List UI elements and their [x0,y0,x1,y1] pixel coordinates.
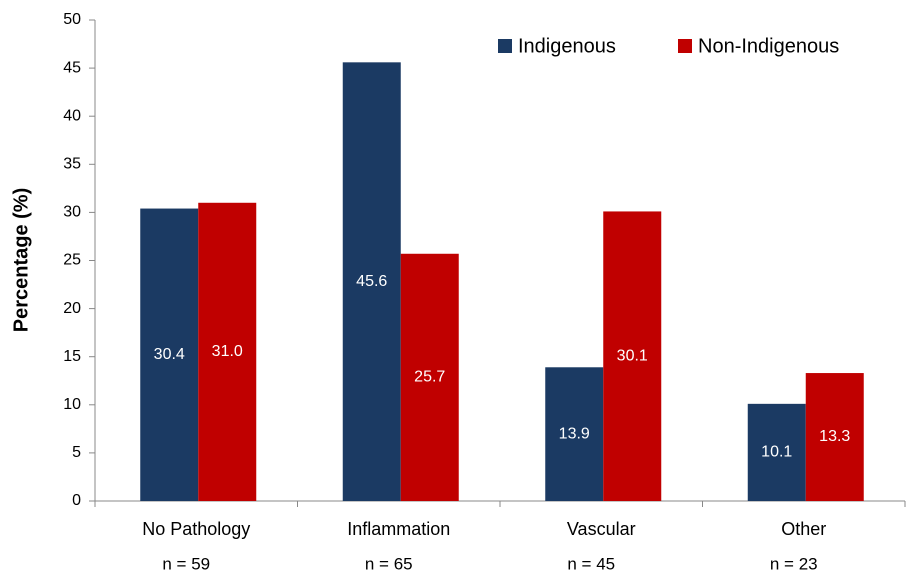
value-label: 13.9 [559,425,590,442]
y-tick-label: 50 [63,11,81,28]
bar [400,253,459,501]
value-label: 10.1 [761,444,792,461]
x-tick-label: Vascular [567,519,636,539]
legend-label: Indigenous [518,35,616,57]
value-label: 25.7 [414,369,445,386]
category-note: n = 45 [567,554,615,573]
x-tick-label: No Pathology [142,519,250,539]
value-label: 30.4 [154,346,185,363]
y-axis-label: Percentage (%) [10,188,32,333]
bar [545,367,604,501]
y-tick-label: 0 [72,492,81,509]
y-tick-label: 20 [63,300,81,317]
y-tick-label: 25 [63,252,81,269]
bar [805,373,864,501]
x-tick-label: Other [781,519,826,539]
y-tick-label: 30 [63,204,81,221]
legend-swatch [498,39,512,53]
category-note: n = 23 [770,554,818,573]
legend-label: Non-Indigenous [698,35,839,57]
y-tick-label: 35 [63,156,81,173]
bar [603,211,662,502]
y-tick-label: 45 [63,59,81,76]
bar [747,403,806,501]
y-tick-label: 40 [63,107,81,124]
y-tick-label: 5 [72,444,81,461]
category-note: n = 59 [162,554,210,573]
category-note: n = 65 [365,554,413,573]
bar [342,62,401,501]
bar [198,202,257,501]
y-tick-label: 10 [63,396,81,413]
value-label: 45.6 [356,273,387,290]
x-tick-label: Inflammation [347,519,450,539]
y-tick-label: 15 [63,348,81,365]
value-label: 31.0 [212,343,243,360]
legend-swatch [678,39,692,53]
bar [140,208,199,501]
value-label: 30.1 [617,347,648,364]
value-label: 13.3 [819,428,850,445]
